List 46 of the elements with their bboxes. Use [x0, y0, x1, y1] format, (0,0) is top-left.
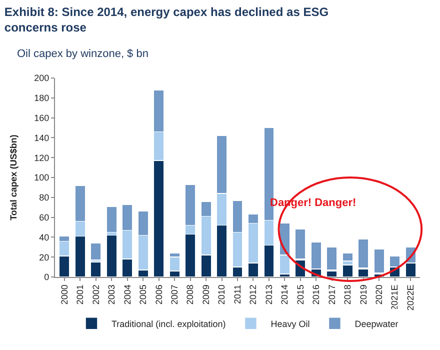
x-tick-label: 2009	[200, 284, 211, 305]
x-tick-label: 2000	[59, 284, 70, 305]
bar	[342, 252, 354, 262]
bar	[90, 262, 102, 277]
y-tick-label: 180	[34, 93, 50, 104]
x-tick-label: 2012	[248, 284, 258, 305]
chart-subtitle: Oil capex by winzone, $ bn	[17, 48, 148, 60]
legend-label: Deepwater	[354, 318, 398, 329]
x-tick-label: 2022E	[405, 284, 416, 311]
x-tick-label: 2001	[75, 284, 86, 305]
y-tick-label: 140	[34, 132, 50, 143]
x-tick-label: 2010	[216, 284, 227, 305]
bar	[374, 248, 385, 274]
y-tick-label: 40	[39, 232, 50, 242]
bar	[90, 242, 102, 260]
x-tick-label: 2003	[106, 284, 117, 305]
legend-label: Heavy Oil	[270, 318, 310, 329]
x-tick-label: 2013	[264, 284, 274, 305]
y-tick-label: 100	[34, 172, 50, 183]
y-axis-title: Total capex (US$bn)	[8, 134, 19, 220]
x-tick-label: 2011	[232, 284, 242, 304]
x-tick-label: 2014	[280, 284, 290, 305]
y-tick-label: 20	[39, 252, 50, 262]
bar	[342, 264, 354, 277]
x-tick-label: 2017	[326, 284, 337, 305]
x-tick-label: 2020	[374, 284, 384, 305]
x-tick-label: 2007	[169, 284, 180, 305]
x-tick-label: 2019	[358, 284, 368, 305]
x-tick-label: 2008	[185, 284, 196, 305]
x-tick-label: 2015	[295, 284, 306, 305]
x-tick-label: 2018	[342, 284, 353, 305]
legend-label: Traditional (incl. exploitation)	[112, 318, 226, 329]
x-tick-label: 2004	[122, 284, 132, 305]
y-tick-label: 160	[34, 112, 50, 123]
x-tick-label: 2002	[90, 284, 101, 305]
bar	[106, 206, 118, 233]
x-tick-label: 2006	[154, 284, 164, 305]
y-tick-label: 0	[44, 272, 50, 282]
y-tick-label: 60	[39, 212, 50, 222]
bar	[106, 234, 118, 277]
x-tick-label: 2005	[138, 284, 148, 305]
chart-title: Exhibit 8: Since 2014, energy capex has declined as ESG concerns rose	[4, 4, 329, 34]
y-tick-label: 200	[34, 73, 50, 84]
x-tick-label: 2016	[311, 284, 322, 305]
y-tick-label: 120	[34, 152, 50, 163]
y-tick-label: 80	[39, 192, 50, 203]
